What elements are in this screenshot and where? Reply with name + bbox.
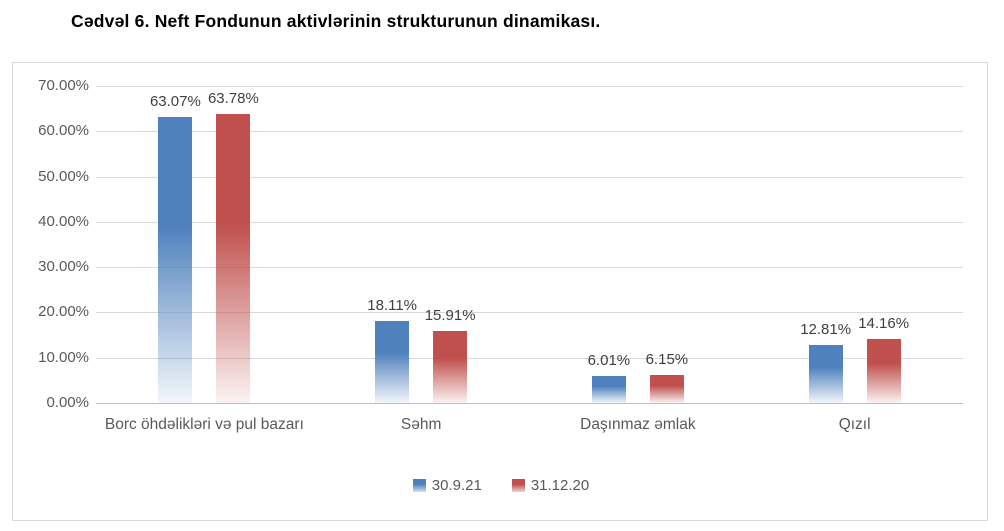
value-label-31.12.20-1: 63.78%	[207, 90, 259, 108]
y-axis-tick-label: 70.00%	[38, 77, 89, 94]
legend-label-31.12.20: 31.12.20	[530, 477, 590, 494]
value-label-30.9.21-3: 6.01%	[587, 351, 631, 369]
category-label-3: Daşınmaz əmlak	[580, 416, 696, 433]
category-label-4: Qızıl	[838, 416, 871, 433]
value-label-30.9.21-4: 12.81%	[800, 320, 852, 338]
legend-swatch-31.12.20	[511, 479, 525, 492]
gridline	[96, 312, 963, 314]
bar-31.12.20-4	[866, 338, 901, 403]
category-label-1: Borc öhdəlikləri və pul bazarı	[104, 416, 304, 433]
value-label-31.12.20-4: 14.16%	[858, 314, 910, 332]
y-axis-tick-label: 0.00%	[46, 394, 89, 411]
gridline	[96, 131, 963, 133]
y-axis-tick-label: 20.00%	[38, 303, 89, 321]
bar-30.9.21-1	[158, 117, 193, 403]
gridline	[96, 221, 963, 223]
legend-label-30.9.21: 30.9.21	[431, 477, 482, 494]
bar-31.12.20-2	[433, 330, 468, 403]
y-axis-tick-label: 30.00%	[38, 258, 89, 276]
legend-item-30.9.21: 30.9.21	[412, 477, 482, 494]
bar-31.12.20-1	[216, 114, 251, 403]
bar-31.12.20-3	[649, 375, 684, 403]
gridline	[96, 86, 963, 87]
value-label-30.9.21-1: 63.07%	[149, 93, 201, 111]
gridline	[96, 176, 963, 178]
y-axis-tick-label: 50.00%	[38, 167, 89, 185]
y-axis-tick-label: 10.00%	[38, 348, 89, 366]
value-label-30.9.21-2: 18.11%	[367, 296, 417, 314]
bar-30.9.21-3	[591, 375, 626, 403]
legend: 30.9.21 31.12.20	[13, 477, 989, 494]
gridline	[96, 357, 963, 359]
value-label-31.12.20-3: 6.15%	[645, 351, 689, 369]
gridline	[96, 267, 963, 269]
y-axis-tick-label: 60.00%	[38, 122, 89, 140]
chart-area: 0.00% 10.00% 20.00% 30.00% 40.00% 50.00% 60.00…	[12, 62, 988, 521]
chart-title: Cədvəl 6. Neft Fondunun aktivlərinin str…	[71, 11, 601, 31]
legend-swatch-30.9.21	[412, 479, 426, 492]
y-axis-tick-label: 40.00%	[38, 212, 89, 230]
bar-30.9.21-2	[375, 320, 410, 403]
bar-30.9.21-4	[808, 344, 843, 403]
value-label-31.12.20-2: 15.91%	[424, 306, 476, 324]
category-label-2: Səhm	[400, 416, 442, 433]
legend-item-31.12.20: 31.12.20	[511, 477, 590, 494]
x-axis-line	[96, 403, 963, 404]
